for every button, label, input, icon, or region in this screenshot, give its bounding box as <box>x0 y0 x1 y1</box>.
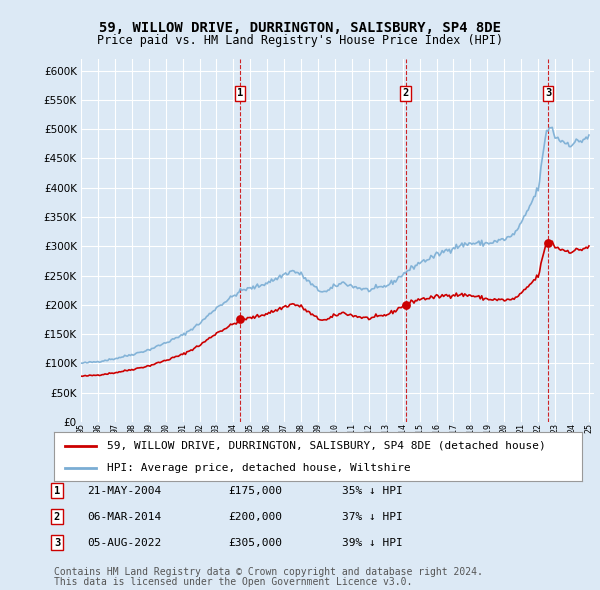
Text: 3: 3 <box>545 88 551 99</box>
Text: 1: 1 <box>236 88 243 99</box>
Text: 35% ↓ HPI: 35% ↓ HPI <box>342 486 403 496</box>
Text: 06-MAR-2014: 06-MAR-2014 <box>87 512 161 522</box>
Text: This data is licensed under the Open Government Licence v3.0.: This data is licensed under the Open Gov… <box>54 578 412 587</box>
Text: £200,000: £200,000 <box>228 512 282 522</box>
Text: 59, WILLOW DRIVE, DURRINGTON, SALISBURY, SP4 8DE: 59, WILLOW DRIVE, DURRINGTON, SALISBURY,… <box>99 21 501 35</box>
Text: 2: 2 <box>403 88 409 99</box>
Text: 1: 1 <box>54 486 60 496</box>
Point <box>401 300 410 310</box>
Text: 05-AUG-2022: 05-AUG-2022 <box>87 538 161 548</box>
Text: 39% ↓ HPI: 39% ↓ HPI <box>342 538 403 548</box>
Text: 2: 2 <box>54 512 60 522</box>
Text: Contains HM Land Registry data © Crown copyright and database right 2024.: Contains HM Land Registry data © Crown c… <box>54 568 483 577</box>
Text: Price paid vs. HM Land Registry's House Price Index (HPI): Price paid vs. HM Land Registry's House … <box>97 34 503 47</box>
Text: £305,000: £305,000 <box>228 538 282 548</box>
Text: HPI: Average price, detached house, Wiltshire: HPI: Average price, detached house, Wilt… <box>107 463 410 473</box>
Text: 3: 3 <box>54 538 60 548</box>
Point <box>235 314 245 324</box>
Text: 21-MAY-2004: 21-MAY-2004 <box>87 486 161 496</box>
Text: 37% ↓ HPI: 37% ↓ HPI <box>342 512 403 522</box>
Text: £175,000: £175,000 <box>228 486 282 496</box>
Point <box>544 238 553 248</box>
Text: 59, WILLOW DRIVE, DURRINGTON, SALISBURY, SP4 8DE (detached house): 59, WILLOW DRIVE, DURRINGTON, SALISBURY,… <box>107 441 545 451</box>
